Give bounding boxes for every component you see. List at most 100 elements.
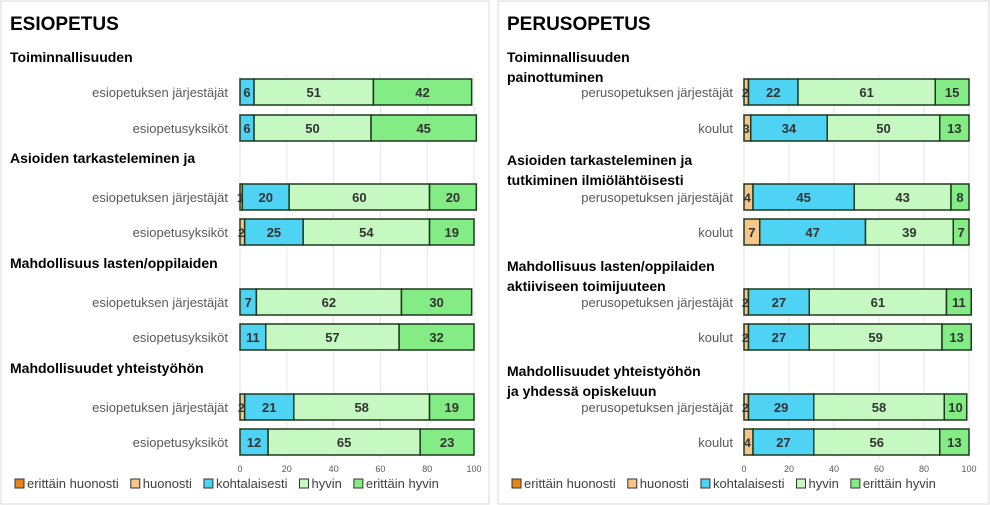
row-label: esiopetusyksiköt bbox=[133, 330, 229, 345]
data-label: 4 bbox=[744, 191, 751, 205]
data-label: 30 bbox=[429, 295, 443, 310]
data-label: 62 bbox=[322, 295, 336, 310]
data-label: 2 bbox=[742, 296, 749, 310]
group-title: Mahdollisuudet yhteistyöhön bbox=[10, 360, 204, 376]
data-label: 3 bbox=[743, 122, 750, 136]
group-title: ja yhdessä opiskeluun bbox=[506, 383, 656, 399]
legend-swatch bbox=[14, 478, 25, 489]
data-label: 34 bbox=[782, 121, 797, 136]
data-label: 15 bbox=[945, 85, 959, 100]
bar-segment bbox=[759, 218, 867, 246]
legend-label: erittäin huonosti bbox=[27, 476, 119, 491]
panel-title: PERUSOPETUS bbox=[507, 14, 651, 35]
bar-segment bbox=[752, 428, 815, 456]
data-label: 2 bbox=[238, 401, 245, 415]
bar-segment bbox=[939, 428, 970, 456]
data-label: 43 bbox=[895, 190, 909, 205]
data-label: 50 bbox=[876, 121, 890, 136]
bar-segment bbox=[808, 288, 948, 316]
data-label: 2 bbox=[742, 86, 749, 100]
data-label: 50 bbox=[305, 121, 319, 136]
data-label: 7 bbox=[748, 225, 755, 240]
group-title: Toiminnallisuuden bbox=[10, 49, 133, 65]
row-label: perusopetuksen järjestäjät bbox=[581, 190, 733, 205]
legend-swatch bbox=[298, 478, 309, 489]
legend-label: hyvin bbox=[311, 476, 341, 491]
x-tick-label: 80 bbox=[919, 464, 929, 474]
bar-segment bbox=[370, 114, 478, 142]
group-title: Toiminnallisuuden bbox=[507, 49, 630, 65]
group-title: aktiiviseen toimijuuteen bbox=[507, 278, 666, 294]
legend-label: kohtalaisesti bbox=[216, 476, 288, 491]
legend-swatch bbox=[850, 478, 861, 489]
data-label: 27 bbox=[772, 330, 786, 345]
bar-segment bbox=[419, 428, 475, 456]
x-tick-label: 0 bbox=[741, 464, 746, 474]
x-tick-label: 60 bbox=[874, 464, 884, 474]
row-label: koulut bbox=[698, 121, 733, 136]
x-tick-label: 40 bbox=[329, 464, 339, 474]
data-label: 60 bbox=[352, 190, 366, 205]
bar-segment bbox=[747, 393, 815, 421]
data-label: 7 bbox=[245, 295, 252, 310]
bar-segment bbox=[813, 393, 945, 421]
group-title: Mahdollisuudet yhteistyöhön bbox=[507, 363, 701, 379]
row-label: esiopetuksen järjestäjät bbox=[92, 190, 228, 205]
data-label: 57 bbox=[325, 330, 339, 345]
group-title: Mahdollisuus lasten/oppilaiden bbox=[10, 255, 218, 271]
data-label: 11 bbox=[952, 295, 966, 310]
bar-segment bbox=[400, 288, 473, 316]
bar-segment bbox=[239, 428, 269, 456]
x-tick-label: 60 bbox=[375, 464, 385, 474]
bar-segment bbox=[750, 114, 828, 142]
data-label: 20 bbox=[446, 190, 460, 205]
bar-segment bbox=[797, 78, 936, 106]
data-label: 11 bbox=[246, 330, 260, 345]
data-label: 51 bbox=[306, 85, 320, 100]
row-label: esiopetusyksiköt bbox=[133, 435, 229, 450]
data-label: 58 bbox=[354, 400, 368, 415]
data-label: 2 bbox=[742, 401, 749, 415]
bar-segment bbox=[808, 323, 943, 351]
bar-segment bbox=[747, 78, 799, 106]
bar-segment bbox=[241, 183, 290, 211]
data-label: 25 bbox=[267, 225, 281, 240]
bar-segment bbox=[253, 114, 372, 142]
legend-swatch bbox=[130, 478, 141, 489]
x-tick-label: 100 bbox=[466, 464, 481, 474]
data-label: 45 bbox=[416, 121, 430, 136]
data-label: 27 bbox=[772, 295, 786, 310]
bar-segment bbox=[239, 323, 267, 351]
bar-segment bbox=[302, 218, 431, 246]
row-label: koulut bbox=[698, 435, 733, 450]
group-title: Mahdollisuus lasten/oppilaiden bbox=[507, 258, 715, 274]
data-label: 2 bbox=[238, 226, 245, 240]
data-label: 45 bbox=[796, 190, 810, 205]
bar-segment bbox=[952, 218, 970, 246]
row-label: esiopetuksen järjestäjät bbox=[92, 400, 228, 415]
data-label: 22 bbox=[766, 85, 780, 100]
data-label: 8 bbox=[956, 190, 963, 205]
group-title: tutkiminen ilmiölähtöisesti bbox=[507, 172, 684, 188]
data-label: 1 bbox=[237, 191, 244, 205]
bar-segment bbox=[428, 393, 475, 421]
row-label: esiopetusyksiköt bbox=[133, 225, 229, 240]
data-label: 32 bbox=[429, 330, 443, 345]
legend-label: huonosti bbox=[640, 476, 689, 491]
data-label: 47 bbox=[805, 225, 819, 240]
data-label: 19 bbox=[445, 400, 459, 415]
row-label: esiopetuksen järjestäjät bbox=[92, 85, 228, 100]
bar-segment bbox=[826, 114, 941, 142]
data-label: 56 bbox=[870, 435, 884, 450]
bar-segment bbox=[398, 323, 475, 351]
bar-segment bbox=[943, 393, 968, 421]
row-label: perusopetuksen järjestäjät bbox=[581, 400, 733, 415]
legend-label: erittäin hyvin bbox=[863, 476, 936, 491]
bar-segment bbox=[853, 183, 952, 211]
row-label: koulut bbox=[698, 225, 733, 240]
group-title: Asioiden tarkasteleminen ja bbox=[10, 150, 195, 166]
data-label: 27 bbox=[776, 435, 790, 450]
bar-segment bbox=[253, 78, 375, 106]
data-label: 65 bbox=[337, 435, 351, 450]
